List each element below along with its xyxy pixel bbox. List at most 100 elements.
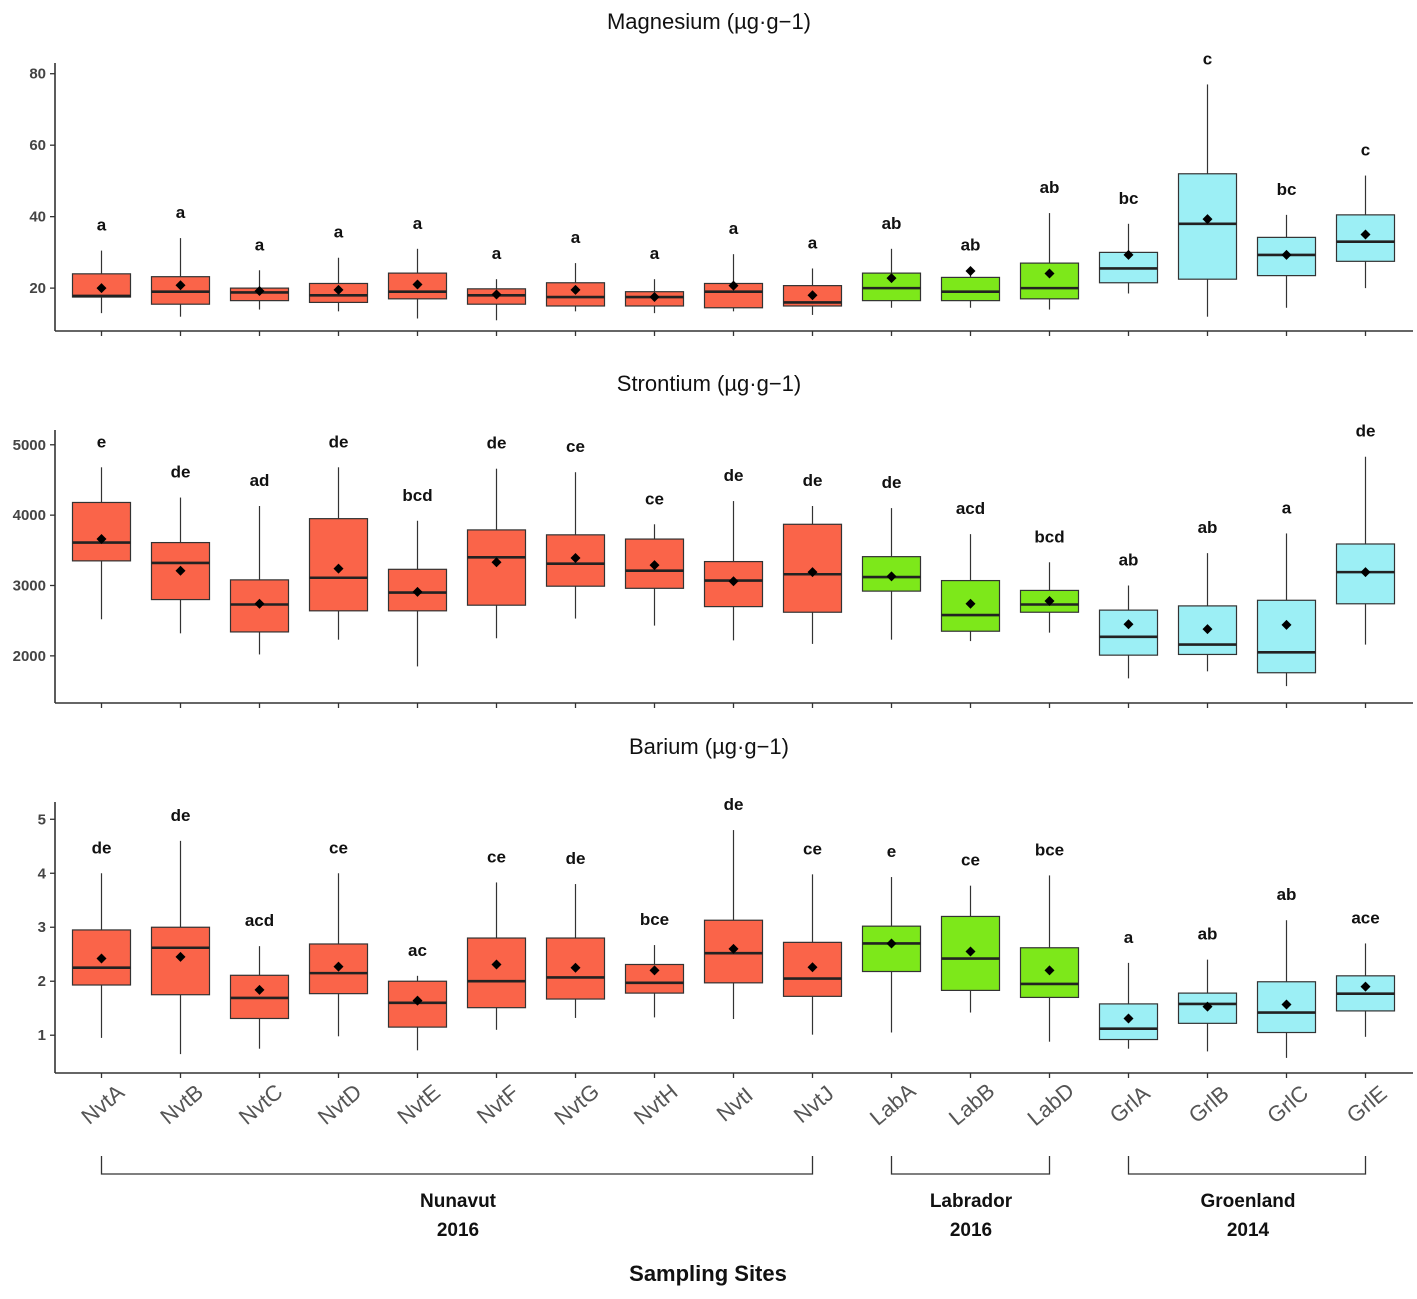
- mean-marker: [175, 565, 186, 576]
- mean-marker: [649, 560, 660, 571]
- mean-marker: [1044, 268, 1055, 279]
- mean-marker: [570, 284, 581, 295]
- significance-letter: ce: [645, 489, 664, 508]
- mean-marker: [1202, 624, 1213, 635]
- significance-letter: de: [487, 434, 507, 453]
- y-tick-label: 5000: [13, 437, 46, 454]
- panel-title-strontium: Strontium (µg·g−1): [617, 371, 801, 396]
- group-label-nunavut: Nunavut: [420, 1191, 497, 1212]
- mean-marker: [649, 292, 660, 303]
- mean-marker: [1281, 999, 1292, 1010]
- box-LabA: [861, 925, 922, 973]
- box-LabB: [940, 276, 1001, 302]
- mean-marker: [1123, 249, 1134, 260]
- x-tick-label: NvtI: [712, 1082, 758, 1126]
- mean-marker: [886, 938, 897, 949]
- box-LabD: [1019, 262, 1080, 300]
- significance-letter: a: [1282, 498, 1292, 517]
- y-tick-label: 60: [29, 137, 46, 154]
- box-NvtF: [466, 529, 527, 606]
- significance-letter: bc: [1119, 189, 1139, 208]
- panel-barium: Barium (µg·g−1) 1 2 3 4 5 de de acd ce ac ce de bce d…: [38, 734, 1413, 1078]
- y-tick-label: 5: [38, 811, 46, 828]
- mean-marker: [412, 586, 423, 597]
- significance-letter: ab: [1198, 925, 1218, 944]
- mean-marker: [333, 563, 344, 574]
- mean-marker: [1202, 1001, 1213, 1012]
- significance-letter: ad: [250, 471, 270, 490]
- box-NvtD: [308, 943, 369, 995]
- significance-letter: ab: [1198, 518, 1218, 537]
- mean-marker: [254, 285, 265, 296]
- x-tick-label: GrlE: [1342, 1081, 1392, 1128]
- mean-marker: [570, 553, 581, 564]
- significance-letter: ab: [882, 214, 902, 233]
- box-NvtA: [71, 501, 132, 562]
- significance-letter: de: [171, 463, 191, 482]
- mean-marker: [491, 557, 502, 568]
- mean-marker: [1360, 981, 1371, 992]
- x-tick-label: NvtD: [313, 1079, 367, 1130]
- group-bracket: [100, 1156, 814, 1175]
- mean-marker: [807, 567, 818, 578]
- mean-marker: [412, 279, 423, 290]
- mean-marker: [1202, 214, 1213, 225]
- box-NvtF: [466, 937, 527, 1009]
- significance-letter: c: [1203, 49, 1212, 68]
- y-tick-label: 2000: [13, 648, 46, 665]
- significance-letter: a: [571, 228, 581, 247]
- mean-marker: [96, 283, 107, 294]
- mean-marker: [491, 289, 502, 300]
- x-tick-label: GrlC: [1262, 1080, 1313, 1128]
- significance-letter: e: [887, 842, 896, 861]
- mean-marker: [728, 943, 739, 954]
- mean-marker: [1044, 965, 1055, 976]
- mean-marker: [1281, 619, 1292, 630]
- box-GrlA: [1098, 609, 1159, 656]
- mean-marker: [728, 280, 739, 291]
- box-GrlB: [1177, 173, 1238, 280]
- mean-marker: [1123, 1013, 1134, 1024]
- x-tick-label: NvtH: [629, 1079, 683, 1130]
- significance-letter: de: [171, 806, 191, 825]
- mean-marker: [1360, 567, 1371, 578]
- significance-letter: ce: [961, 851, 980, 870]
- significance-letter: bc: [1277, 180, 1297, 199]
- x-tick-label: NvtC: [234, 1079, 288, 1130]
- group-year-labrador: 2016: [950, 1220, 992, 1241]
- y-tick-label: 4: [38, 865, 47, 882]
- significance-letter: ab: [1277, 885, 1297, 904]
- y-tick-label: 1: [38, 1027, 46, 1044]
- mean-marker: [649, 965, 660, 976]
- y-tick-label: 20: [29, 280, 46, 297]
- x-tick-label: NvtA: [76, 1079, 129, 1129]
- significance-letter: ce: [487, 847, 506, 866]
- significance-letter: bcd: [1034, 527, 1064, 546]
- y-tick-label: 4000: [13, 507, 46, 524]
- mean-marker: [1281, 249, 1292, 260]
- x-axis-tick-labels: NvtA NvtB NvtC NvtD NvtE NvtF NvtG NvtH NvtI NvtJ…: [76, 1078, 1391, 1131]
- mean-marker: [175, 951, 186, 962]
- group-bracket: [890, 1156, 1051, 1175]
- mean-marker: [1044, 595, 1055, 606]
- significance-letter: a: [176, 203, 186, 222]
- panel-title-magnesium: Magnesium (µg·g−1): [607, 9, 811, 34]
- significance-letter: de: [724, 795, 744, 814]
- significance-letter: c: [1361, 141, 1370, 160]
- significance-letter: a: [334, 223, 344, 242]
- mean-marker: [412, 995, 423, 1006]
- y-tick-label: 3000: [13, 577, 46, 594]
- significance-letter: acd: [245, 911, 274, 930]
- mean-marker: [333, 961, 344, 972]
- mean-marker: [807, 962, 818, 973]
- significance-letter: ace: [1351, 908, 1379, 927]
- significance-letter: ce: [803, 839, 822, 858]
- mean-marker: [965, 946, 976, 957]
- mean-marker: [96, 953, 107, 964]
- significance-letter: bce: [1035, 840, 1064, 859]
- significance-letter: ab: [1040, 178, 1060, 197]
- significance-letter: ab: [1119, 550, 1139, 569]
- significance-letter: de: [724, 466, 744, 485]
- significance-letter: ce: [566, 437, 585, 456]
